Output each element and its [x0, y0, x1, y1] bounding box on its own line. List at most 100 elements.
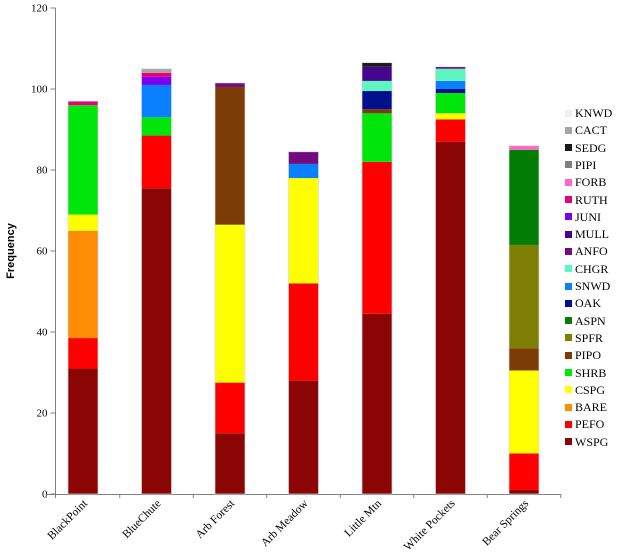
legend-label-PIPO: PIPO [575, 348, 602, 363]
bar-segment-CSPG-Arb-Forest[interactable] [215, 224, 245, 383]
bar-segment-CHGR-Little-Mtn[interactable] [362, 80, 392, 92]
bar-segment-OAK-Little-Mtn[interactable] [362, 91, 392, 110]
bar-outline-Arb-Meadow [288, 151, 319, 495]
bar-segment-SHRB-White-Pockets[interactable] [435, 93, 466, 114]
bar-segment-OAK-White-Pockets[interactable] [435, 89, 466, 94]
legend-item-PEFO[interactable]: PEFO [565, 418, 604, 430]
legend-label-OAK: OAK [575, 296, 601, 311]
bar-segment-RUTH-BlackPoint[interactable] [68, 101, 98, 106]
legend-item-SHRB[interactable]: SHRB [565, 367, 606, 379]
bar-segment-SNWD-White-Pockets[interactable] [435, 80, 466, 89]
legend-swatch-SEDG [565, 144, 572, 152]
category-label-BlueChute: BlueChute [120, 498, 163, 541]
bar-segment-WSPG-Bear-Springs[interactable] [509, 489, 539, 494]
legend-swatch-SPFR [565, 334, 572, 342]
bar-segment-PIPO-Arb-Forest[interactable] [215, 86, 245, 225]
bar-segment-WSPG-Arb-Meadow[interactable] [288, 380, 319, 494]
legend-swatch-PIPO [565, 351, 572, 359]
legend-item-BARE[interactable]: BARE [565, 401, 607, 413]
bar-segment-CHGR-White-Pockets[interactable] [435, 68, 466, 81]
bar-segment-PEFO-Arb-Forest[interactable] [215, 382, 245, 434]
bar-segment-SHRB-BlueChute[interactable] [141, 117, 172, 136]
bar-segment-CSPG-Arb-Meadow[interactable] [288, 178, 319, 284]
bar-segment-FORB-Bear-Springs[interactable] [509, 145, 539, 150]
bar-segment-CACT-BlueChute[interactable] [141, 68, 172, 73]
legend-swatch-SHRB [565, 369, 572, 376]
bar-segment-SNWD-Arb-Meadow[interactable] [288, 163, 319, 179]
bar-segment-CSPG-White-Pockets[interactable] [435, 113, 466, 120]
bar-segment-CSPG-Bear-Springs[interactable] [509, 370, 539, 454]
bar-segment-PEFO-Little-Mtn[interactable] [362, 161, 392, 314]
legend-item-FORB[interactable]: FORB [565, 176, 606, 188]
legend-item-MULL[interactable]: MULL [565, 228, 609, 240]
legend-label-WSPG: WSPG [575, 434, 609, 449]
y-tick-label: 60 [37, 246, 49, 258]
legend-item-SPFR[interactable]: SPFR [565, 332, 603, 344]
category-label-Bear-Springs: Bear Springs [480, 497, 531, 548]
legend-swatch-WSPG [565, 438, 572, 446]
legend-swatch-CACT [565, 126, 572, 134]
bar-segment-SHRB-Little-Mtn[interactable] [362, 113, 392, 162]
legend-item-OAK[interactable]: OAK [565, 297, 601, 309]
y-axis-title: Frequency [5, 222, 17, 279]
bar-segment-ANFO-Arb-Meadow[interactable] [288, 151, 319, 164]
bar-segment-WSPG-White-Pockets[interactable] [435, 141, 466, 494]
legend-item-ANFO[interactable]: ANFO [565, 245, 608, 257]
legend-item-CSPG[interactable]: CSPG [565, 384, 605, 396]
bar-outline-BlueChute [141, 68, 172, 495]
bar-segment-PIPO-Little-Mtn[interactable] [362, 109, 392, 114]
bar-segment-ASPN-Bear-Springs[interactable] [509, 149, 539, 245]
chart-legend: KNWD CACT SEDG PIPI FORB RUTH JUNI MULL ANFO CHGR… [563, 0, 623, 554]
legend-item-ASPN[interactable]: ASPN [565, 315, 606, 327]
legend-label-JUNI: JUNI [575, 209, 601, 224]
bar-segment-BARE-BlackPoint[interactable] [68, 230, 98, 339]
legend-item-RUTH[interactable]: RUTH [565, 194, 608, 206]
bar-segment-SNWD-BlueChute[interactable] [141, 84, 172, 118]
legend-item-SNWD[interactable]: SNWD [565, 280, 610, 292]
bar-segment-WSPG-Little-Mtn[interactable] [362, 313, 392, 494]
bar-segment-PEFO-Bear-Springs[interactable] [509, 453, 539, 490]
bar-segment-SHRB-BlackPoint[interactable] [68, 105, 98, 215]
bar-segment-PEFO-BlueChute[interactable] [141, 135, 172, 189]
legend-swatch-PEFO [565, 420, 572, 428]
legend-label-SHRB: SHRB [575, 365, 607, 380]
legend-item-JUNI[interactable]: JUNI [565, 211, 601, 223]
legend-item-WSPG[interactable]: WSPG [565, 436, 608, 448]
legend-item-CHGR[interactable]: CHGR [565, 263, 608, 275]
bar-segment-WSPG-BlueChute[interactable] [141, 188, 172, 494]
bar-segment-SEDG-Little-Mtn[interactable] [362, 62, 392, 67]
bar-outline-BlackPoint [67, 100, 99, 495]
bar-segment-JUNI-BlueChute[interactable] [141, 76, 172, 85]
bar-segment-PEFO-Arb-Meadow[interactable] [288, 283, 319, 381]
bar-segment-RUTH-BlueChute[interactable] [141, 72, 172, 77]
legend-item-SEDG[interactable]: SEDG [565, 142, 606, 154]
legend-label-ASPN: ASPN [575, 313, 606, 328]
legend-swatch-SNWD [565, 282, 572, 290]
bar-outline-Arb-Forest [214, 82, 246, 495]
legend-item-KNWD[interactable]: KNWD [565, 107, 612, 119]
legend-item-PIPO[interactable]: PIPO [565, 349, 601, 361]
legend-swatch-RUTH [565, 196, 572, 203]
bar-segment-WSPG-Arb-Forest[interactable] [215, 433, 245, 494]
legend-label-PIPI: PIPI [575, 157, 597, 172]
bar-segment-MULL-Little-Mtn[interactable] [362, 66, 392, 81]
legend-item-PIPI[interactable]: PIPI [565, 159, 596, 171]
bar-segment-PEFO-BlackPoint[interactable] [68, 338, 98, 369]
bar-segment-ANFO-Arb-Forest[interactable] [215, 82, 245, 87]
legend-label-SPFR: SPFR [575, 330, 604, 345]
bar-segment-SPFR-Bear-Springs[interactable] [509, 244, 539, 349]
legend-label-CACT: CACT [575, 123, 608, 138]
category-label-BlackPoint: BlackPoint [45, 497, 90, 542]
legend-label-FORB: FORB [575, 175, 607, 190]
bar-outline-White-Pockets [435, 66, 466, 495]
legend-label-SNWD: SNWD [575, 279, 611, 293]
bar-segment-PIPO-Bear-Springs[interactable] [509, 348, 539, 371]
bar-segment-WSPG-BlackPoint[interactable] [68, 368, 98, 494]
legend-label-SEDG: SEDG [575, 140, 607, 155]
bar-segment-CSPG-BlackPoint[interactable] [68, 214, 98, 231]
legend-item-CACT[interactable]: CACT [565, 124, 607, 136]
legend-label-MULL: MULL [575, 227, 609, 242]
bar-segment-ANFO-White-Pockets[interactable] [435, 66, 466, 69]
bar-segment-PEFO-White-Pockets[interactable] [435, 119, 466, 142]
